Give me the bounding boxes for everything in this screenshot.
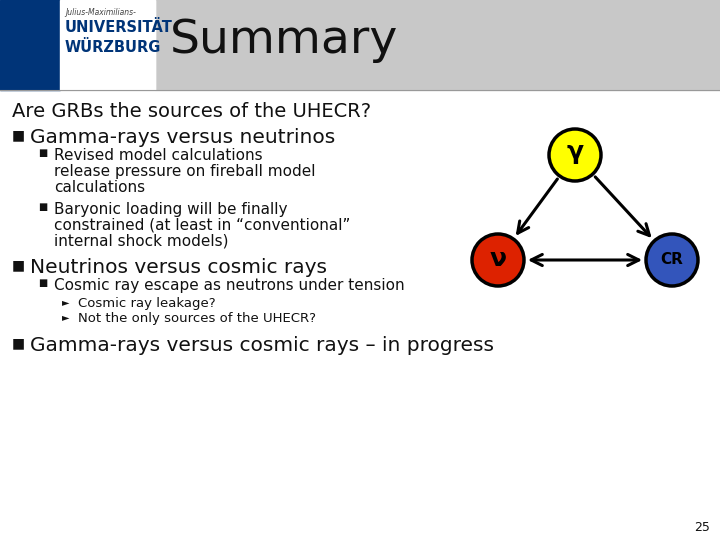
Text: calculations: calculations	[54, 180, 145, 195]
Text: Gamma-rays versus neutrinos: Gamma-rays versus neutrinos	[30, 128, 336, 147]
Bar	[60, 0, 155, 90]
Text: Baryonic loading will be finally: Baryonic loading will be finally	[54, 202, 287, 217]
Bar	[0, 0, 720, 90]
Text: ►: ►	[62, 297, 70, 307]
Bar	[0, 0, 60, 90]
Text: 25: 25	[694, 521, 710, 534]
Text: ■: ■	[38, 278, 48, 288]
Text: Neutrinos versus cosmic rays: Neutrinos versus cosmic rays	[30, 258, 327, 277]
Text: $\mathbf{\gamma}$: $\mathbf{\gamma}$	[566, 144, 585, 166]
Text: release pressure on fireball model: release pressure on fireball model	[54, 164, 315, 179]
Bar	[0, 0, 155, 90]
Circle shape	[472, 234, 524, 286]
Text: Cosmic ray escape as neutrons under tension: Cosmic ray escape as neutrons under tens…	[54, 278, 405, 293]
Text: ■: ■	[12, 258, 25, 272]
Text: ►: ►	[62, 312, 70, 322]
Text: Are GRBs the sources of the UHECR?: Are GRBs the sources of the UHECR?	[12, 102, 371, 121]
Text: ■: ■	[12, 128, 25, 142]
Text: Revised model calculations: Revised model calculations	[54, 148, 263, 163]
Circle shape	[646, 234, 698, 286]
Text: UNIVERSITÄT: UNIVERSITÄT	[65, 20, 173, 35]
Text: Julius-Maximilians-: Julius-Maximilians-	[65, 8, 136, 17]
Text: ■: ■	[38, 202, 48, 212]
Text: WÜRZBURG: WÜRZBURG	[65, 40, 161, 55]
Text: ■: ■	[12, 336, 25, 350]
Text: Cosmic ray leakage?: Cosmic ray leakage?	[78, 297, 215, 310]
Text: Gamma-rays versus cosmic rays – in progress: Gamma-rays versus cosmic rays – in progr…	[30, 336, 494, 355]
Text: $\mathbf{\nu}$: $\mathbf{\nu}$	[489, 248, 507, 272]
Text: Summary: Summary	[170, 18, 398, 63]
Text: CR: CR	[660, 253, 683, 267]
Circle shape	[549, 129, 601, 181]
Text: internal shock models): internal shock models)	[54, 234, 228, 249]
Text: Not the only sources of the UHECR?: Not the only sources of the UHECR?	[78, 312, 316, 325]
Text: ■: ■	[38, 148, 48, 158]
Text: constrained (at least in “conventional”: constrained (at least in “conventional”	[54, 218, 351, 233]
